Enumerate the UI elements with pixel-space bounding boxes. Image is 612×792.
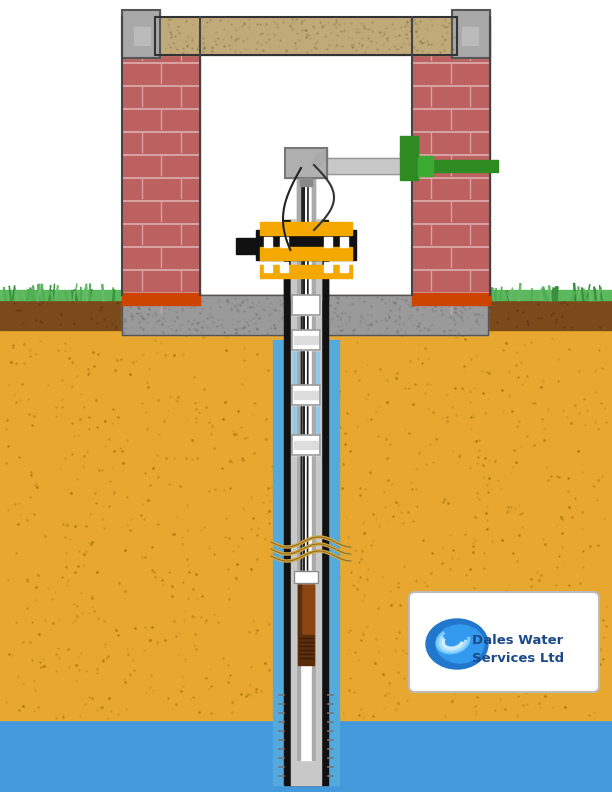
Bar [134, 27, 150, 45]
Bar [122, 10, 160, 58]
Bar [280, 262, 288, 272]
Bar [412, 17, 490, 295]
Text: Services Ltd: Services Ltd [472, 652, 564, 664]
Bar [294, 391, 318, 399]
Bar [340, 237, 348, 247]
Bar [324, 262, 332, 272]
Bar [264, 237, 272, 247]
Bar [300, 178, 312, 186]
Bar [292, 330, 320, 350]
Bar [418, 156, 433, 176]
Bar [297, 155, 315, 295]
Bar [311, 148, 327, 158]
Bar [294, 336, 318, 344]
Bar [122, 17, 200, 295]
Bar [294, 571, 318, 583]
Bar [260, 222, 352, 235]
Bar [297, 160, 315, 760]
Bar [284, 230, 328, 785]
Bar [122, 295, 488, 335]
Bar [462, 27, 478, 45]
Bar [400, 152, 418, 180]
Bar [122, 295, 488, 335]
Bar [260, 265, 352, 278]
Bar [412, 293, 490, 305]
Bar [292, 295, 320, 315]
Bar [284, 220, 328, 300]
Bar [324, 237, 332, 247]
Bar [340, 262, 348, 272]
Bar [280, 237, 288, 247]
Bar [294, 441, 318, 449]
Bar [298, 635, 314, 665]
Bar [292, 385, 320, 405]
Bar [291, 220, 321, 300]
Bar [292, 295, 320, 315]
Bar [292, 435, 320, 455]
Bar [400, 136, 418, 156]
Bar [273, 340, 339, 785]
Bar [298, 575, 301, 635]
Bar [292, 330, 320, 350]
Ellipse shape [426, 619, 488, 669]
Bar [488, 290, 612, 300]
Bar [0, 720, 612, 792]
Bar [260, 247, 352, 260]
Bar [155, 17, 457, 55]
Bar [312, 160, 315, 760]
Bar [0, 290, 122, 300]
Bar [291, 230, 321, 785]
Bar [294, 571, 318, 583]
Bar [418, 160, 498, 172]
Bar [285, 148, 327, 178]
Bar [292, 385, 320, 405]
Bar [122, 293, 200, 305]
Bar [0, 330, 612, 720]
Text: Dales Water: Dales Water [472, 634, 564, 646]
Bar [122, 10, 160, 58]
Bar [264, 262, 272, 272]
Bar [285, 148, 327, 178]
Bar [297, 155, 300, 295]
Bar [155, 17, 457, 55]
Bar [312, 155, 315, 295]
Bar [327, 158, 412, 174]
Bar [293, 330, 319, 435]
Bar [0, 295, 612, 330]
Bar [292, 435, 320, 455]
Bar [236, 238, 256, 254]
Bar [256, 230, 356, 260]
FancyBboxPatch shape [409, 592, 599, 692]
Bar [452, 10, 490, 58]
Bar [298, 575, 314, 635]
Ellipse shape [436, 625, 484, 663]
Bar [297, 160, 300, 760]
Bar [452, 10, 490, 58]
